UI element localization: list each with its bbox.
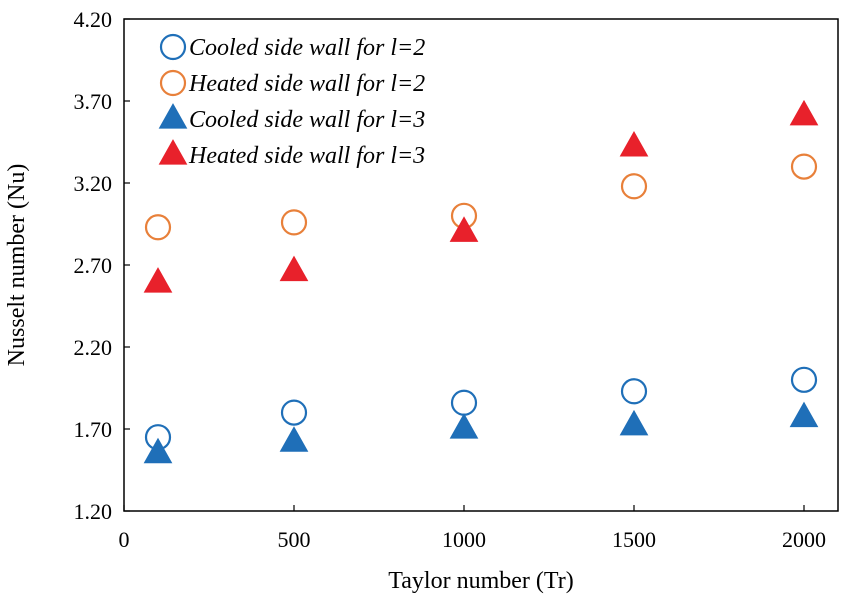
legend-label: Cooled side wall for l=2: [189, 35, 425, 61]
data-point: [790, 153, 818, 180]
data-point: [144, 214, 172, 241]
x-tick-label: 1500: [612, 527, 656, 552]
data-point: [143, 267, 173, 293]
data-point: [279, 255, 309, 282]
data-point: [279, 426, 309, 452]
y-tick-label: 4.20: [74, 7, 113, 32]
data-point: [449, 413, 479, 439]
data-point: [790, 366, 818, 393]
y-axis-title: Nusselt number (Nu): [4, 164, 30, 367]
x-axis-title: Taylor number (Tr): [388, 568, 573, 594]
data-point: [620, 378, 648, 405]
series-3: [143, 401, 819, 464]
data-point: [449, 216, 479, 242]
x-tick-label: 500: [278, 527, 311, 552]
y-tick-label: 2.20: [74, 335, 113, 360]
y-tick-label: 1.70: [74, 417, 113, 442]
data-point: [450, 389, 478, 416]
y-tick-label: 1.20: [74, 499, 113, 524]
series-2: [144, 153, 818, 241]
x-tick-label: 0: [119, 527, 130, 552]
data-point: [619, 409, 649, 436]
data-point: [620, 173, 648, 200]
y-tick-label: 2.70: [74, 253, 113, 278]
series-1: [144, 366, 818, 451]
y-tick-label: 3.70: [74, 89, 113, 114]
data-point: [789, 99, 819, 126]
legend-marker: [158, 139, 188, 165]
legend-marker: [159, 69, 187, 97]
data-point: [280, 399, 308, 426]
legend-marker: [158, 103, 188, 129]
data-point: [789, 401, 819, 428]
data-point: [143, 437, 173, 464]
data-point: [619, 131, 649, 157]
data-point: [280, 209, 308, 236]
data-marks: [143, 99, 819, 464]
tick-layer: 0 500 1000 1500 2000 1.20 1.70 2.20 2.70 3.20 3.70…: [74, 7, 827, 552]
legend-label: Heated side wall for l=3: [188, 143, 425, 169]
legend-marker: [159, 33, 187, 61]
legend-label: Heated side wall for l=2: [188, 71, 425, 97]
x-tick-label: 2000: [782, 527, 826, 552]
y-tick-label: 3.20: [74, 171, 113, 196]
x-tick-label: 1000: [442, 527, 486, 552]
legend: Cooled side wall for l=2 Heated side wall…: [158, 33, 425, 169]
legend-label: Cooled side wall for l=3: [189, 107, 425, 133]
series-4: [143, 99, 819, 293]
